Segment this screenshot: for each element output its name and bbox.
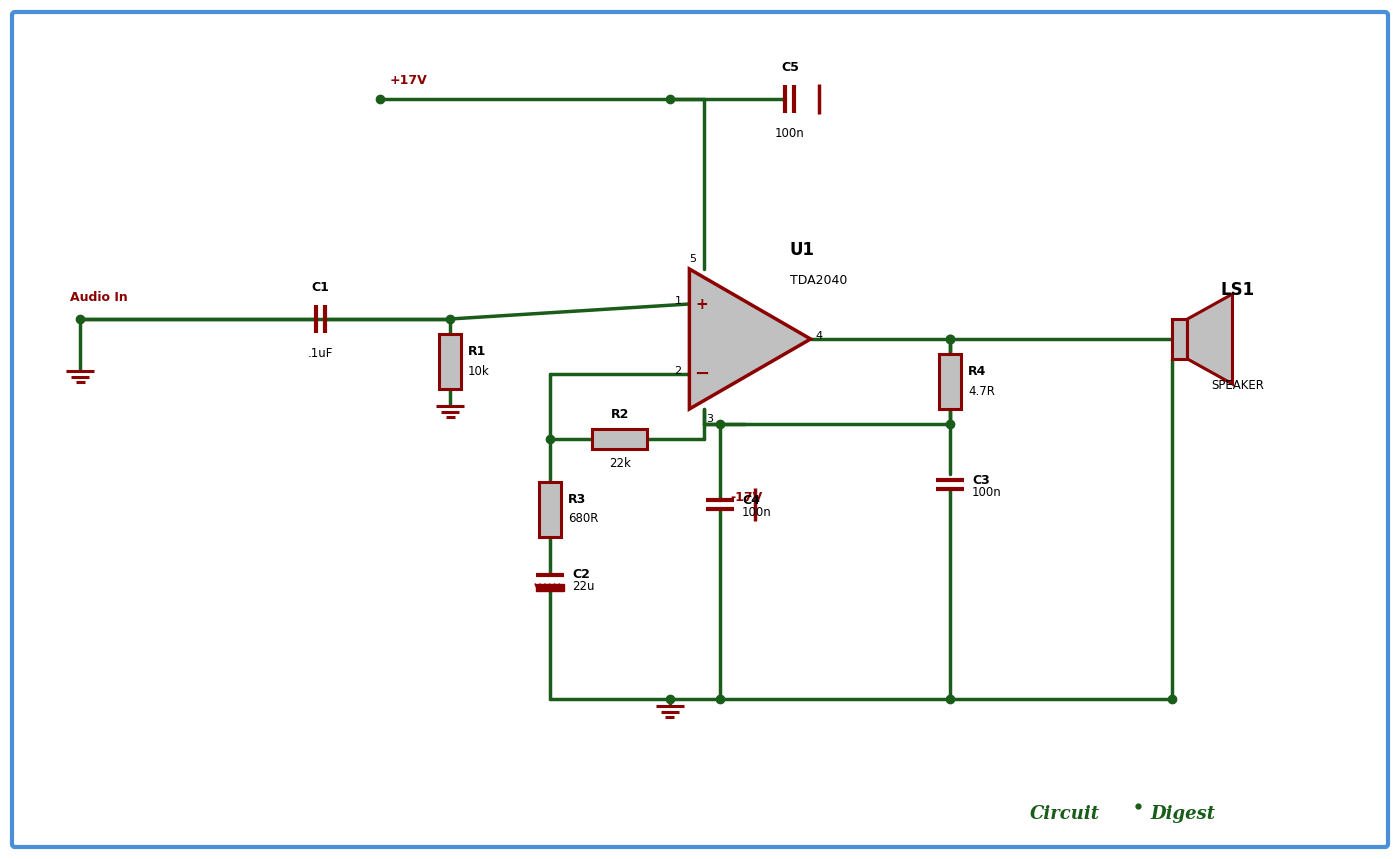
FancyBboxPatch shape: [539, 482, 561, 537]
Text: 3: 3: [707, 414, 714, 424]
FancyBboxPatch shape: [939, 354, 960, 409]
Polygon shape: [1187, 294, 1232, 384]
Text: 1: 1: [675, 296, 682, 306]
Text: C2: C2: [573, 569, 589, 582]
Text: C3: C3: [972, 473, 990, 486]
Text: C1: C1: [311, 281, 329, 294]
Text: SPEAKER: SPEAKER: [1211, 379, 1264, 392]
Bar: [536, 584, 564, 590]
Text: R2: R2: [610, 408, 629, 421]
Text: R3: R3: [568, 492, 587, 505]
Text: U1: U1: [790, 241, 815, 259]
Text: 2: 2: [675, 366, 682, 376]
Text: +17V: +17V: [391, 74, 428, 87]
Text: 4: 4: [816, 331, 823, 341]
Text: 100n: 100n: [742, 505, 771, 519]
Bar: [1172, 319, 1187, 359]
Text: +: +: [694, 296, 708, 312]
Text: 4.7R: 4.7R: [967, 385, 995, 398]
Polygon shape: [689, 269, 811, 409]
Text: Audio In: Audio In: [70, 291, 127, 304]
Text: C4: C4: [742, 494, 760, 507]
FancyBboxPatch shape: [440, 334, 461, 389]
Text: 680R: 680R: [568, 513, 598, 526]
Text: .1uF: .1uF: [308, 347, 333, 360]
Text: 22u: 22u: [573, 581, 595, 594]
Text: C5: C5: [781, 61, 799, 74]
Text: LS1: LS1: [1221, 281, 1254, 299]
FancyBboxPatch shape: [592, 429, 647, 449]
Text: Digest: Digest: [1149, 805, 1215, 823]
Text: R1: R1: [468, 345, 486, 358]
FancyBboxPatch shape: [13, 12, 1387, 847]
Text: 100n: 100n: [972, 485, 1002, 498]
Text: 5: 5: [689, 254, 696, 264]
Text: Circuit: Circuit: [1030, 805, 1100, 823]
Text: 10k: 10k: [468, 365, 490, 378]
Text: 100n: 100n: [776, 127, 805, 140]
Text: -17V: -17V: [729, 491, 762, 504]
Text: −: −: [694, 365, 708, 383]
Text: TDA2040: TDA2040: [790, 274, 847, 287]
Text: R4: R4: [967, 365, 987, 378]
Text: 22k: 22k: [609, 457, 631, 470]
